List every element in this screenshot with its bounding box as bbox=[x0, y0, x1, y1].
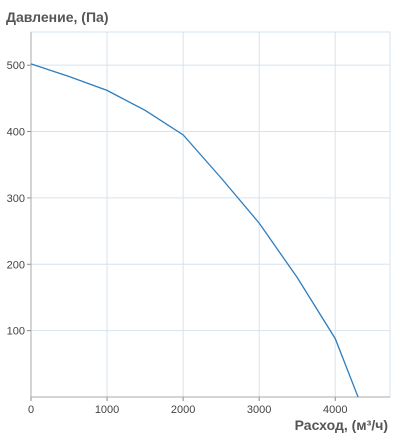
y-tick-label: 100 bbox=[7, 326, 25, 338]
y-tick-label: 500 bbox=[7, 60, 25, 72]
y-tick-label: 400 bbox=[7, 127, 25, 139]
x-tick-label: 4000 bbox=[323, 404, 347, 416]
x-tick-label: 1000 bbox=[95, 404, 119, 416]
line bbox=[30, 63, 359, 398]
y-tick-label: 200 bbox=[7, 259, 25, 271]
x-tick-label: 2000 bbox=[171, 404, 195, 416]
y-tick-label: 300 bbox=[7, 193, 25, 205]
x-axis-label: Расход, (м³/ч) bbox=[295, 417, 388, 433]
x-tick-label: 3000 bbox=[247, 404, 271, 416]
x-tick-label: 0 bbox=[28, 404, 34, 416]
chart-title: Давление, (Па) bbox=[6, 9, 108, 25]
